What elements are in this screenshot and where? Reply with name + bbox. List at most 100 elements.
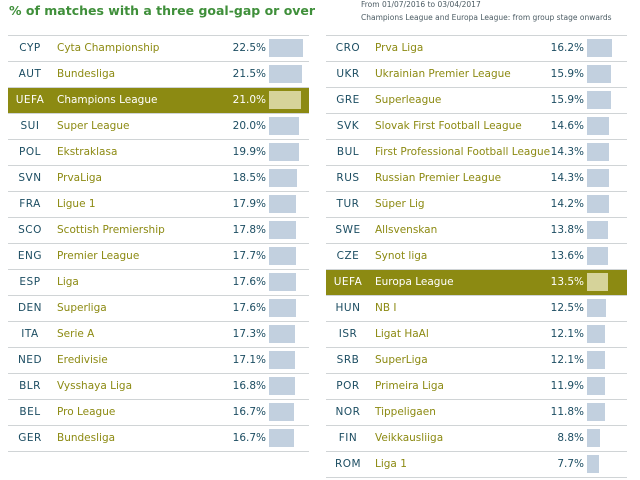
league-name: Süper Lig: [375, 198, 425, 210]
value-bar: [269, 351, 295, 369]
table-row: HUN NB I 12.5%: [326, 296, 627, 322]
country-code: SRB: [336, 354, 360, 366]
country-code: ISR: [338, 328, 358, 340]
value-label: 15.9%: [550, 94, 584, 106]
value-label: 16.7%: [232, 406, 266, 418]
value-bar: [269, 247, 296, 265]
value-bar: [269, 169, 297, 187]
country-code: ENG: [17, 250, 43, 262]
league-name: NB I: [375, 302, 397, 314]
value-label: 17.3%: [232, 328, 266, 340]
value-bar: [269, 195, 296, 213]
table-row: SVK Slovak First Football League 14.6%: [326, 114, 627, 140]
league-name: Scottish Premiership: [57, 224, 165, 236]
value-label: 14.3%: [550, 146, 584, 158]
value-bar: [269, 39, 303, 57]
table-row: SCO Scottish Premiership 17.8%: [8, 218, 309, 244]
table-row: FRA Ligue 1 17.9%: [8, 192, 309, 218]
value-bar: [269, 117, 299, 135]
league-name: Ekstraklasa: [57, 146, 118, 158]
value-label: 16.2%: [550, 42, 584, 54]
table-row: BEL Pro League 16.7%: [8, 400, 309, 426]
value-bar: [269, 65, 302, 83]
value-label: 22.5%: [232, 42, 266, 54]
value-label: 17.1%: [232, 354, 266, 366]
country-code: SVK: [336, 120, 360, 132]
value-label: 17.8%: [232, 224, 266, 236]
value-label: 21.0%: [232, 94, 266, 106]
league-name: Synot liga: [375, 250, 428, 262]
league-name: Slovak First Football League: [375, 120, 522, 132]
value-label: 18.5%: [232, 172, 266, 184]
value-label: 19.9%: [232, 146, 266, 158]
league-name: Premier League: [57, 250, 140, 262]
value-label: 14.3%: [550, 172, 584, 184]
value-bar: [269, 91, 301, 109]
value-bar: [587, 273, 608, 291]
league-name: First Professional Football League: [375, 146, 551, 158]
league-name: Bundesliga: [57, 68, 116, 80]
country-code: UKR: [336, 68, 360, 80]
table-row: SVN PrvaLiga 18.5%: [8, 166, 309, 192]
value-label: 12.1%: [550, 354, 584, 366]
country-code: ESP: [19, 276, 41, 288]
league-name: Pro League: [57, 406, 116, 418]
value-label: 8.8%: [557, 432, 584, 444]
value-label: 11.8%: [550, 406, 584, 418]
value-bar: [269, 299, 296, 317]
league-name: SuperLiga: [375, 354, 428, 366]
country-code: SWE: [335, 224, 361, 236]
value-bar: [587, 299, 606, 317]
country-code: BUL: [336, 146, 360, 158]
value-label: 13.6%: [550, 250, 584, 262]
country-code: AUT: [18, 68, 42, 80]
country-code: POL: [19, 146, 41, 158]
country-code: FRA: [19, 198, 41, 210]
country-code: CRO: [335, 42, 361, 54]
league-name: Superliga: [57, 302, 107, 314]
value-bar: [587, 455, 599, 473]
league-name: PrvaLiga: [57, 172, 102, 184]
table-row: NOR Tippeligaen 11.8%: [326, 400, 627, 426]
value-label: 12.1%: [550, 328, 584, 340]
country-code: POR: [336, 380, 360, 392]
league-name: Liga 1: [375, 458, 407, 470]
value-bar: [587, 247, 608, 265]
country-code: ROM: [334, 458, 362, 470]
table-row: ISR Ligat HaAl 12.1%: [326, 322, 627, 348]
value-bar: [587, 91, 611, 109]
value-label: 17.6%: [232, 302, 266, 314]
value-label: 14.6%: [550, 120, 584, 132]
country-code: GRE: [336, 94, 360, 106]
table-row: NED Eredivisie 17.1%: [8, 348, 309, 374]
value-bar: [587, 117, 609, 135]
table-row: SUI Super League 20.0%: [8, 114, 309, 140]
value-label: 17.7%: [232, 250, 266, 262]
value-bar: [587, 377, 605, 395]
scope-note: Champions League and Europa League: from…: [361, 13, 612, 22]
value-label: 21.5%: [232, 68, 266, 80]
value-bar: [587, 403, 605, 421]
table-row: POR Primeira Liga 11.9%: [326, 374, 627, 400]
value-label: 13.8%: [550, 224, 584, 236]
country-code: BLR: [19, 380, 41, 392]
value-bar: [269, 325, 295, 343]
country-code: FIN: [338, 432, 358, 444]
league-name: Europa League: [375, 276, 454, 288]
country-code: HUN: [335, 302, 361, 314]
league-name: Ukrainian Premier League: [375, 68, 511, 80]
value-bar: [269, 377, 295, 395]
value-label: 13.5%: [550, 276, 584, 288]
country-code: TUR: [336, 198, 360, 210]
table-row: CZE Synot liga 13.6%: [326, 244, 627, 270]
value-bar: [269, 273, 296, 291]
value-bar: [269, 429, 294, 447]
table-row: RUS Russian Premier League 14.3%: [326, 166, 627, 192]
value-label: 16.7%: [232, 432, 266, 444]
league-name: Serie A: [57, 328, 95, 340]
country-code: SVN: [18, 172, 42, 184]
country-code: ITA: [21, 328, 39, 340]
table-row: TUR Süper Lig 14.2%: [326, 192, 627, 218]
country-code: SCO: [18, 224, 42, 236]
table-row: BUL First Professional Football League 14.…: [326, 140, 627, 166]
